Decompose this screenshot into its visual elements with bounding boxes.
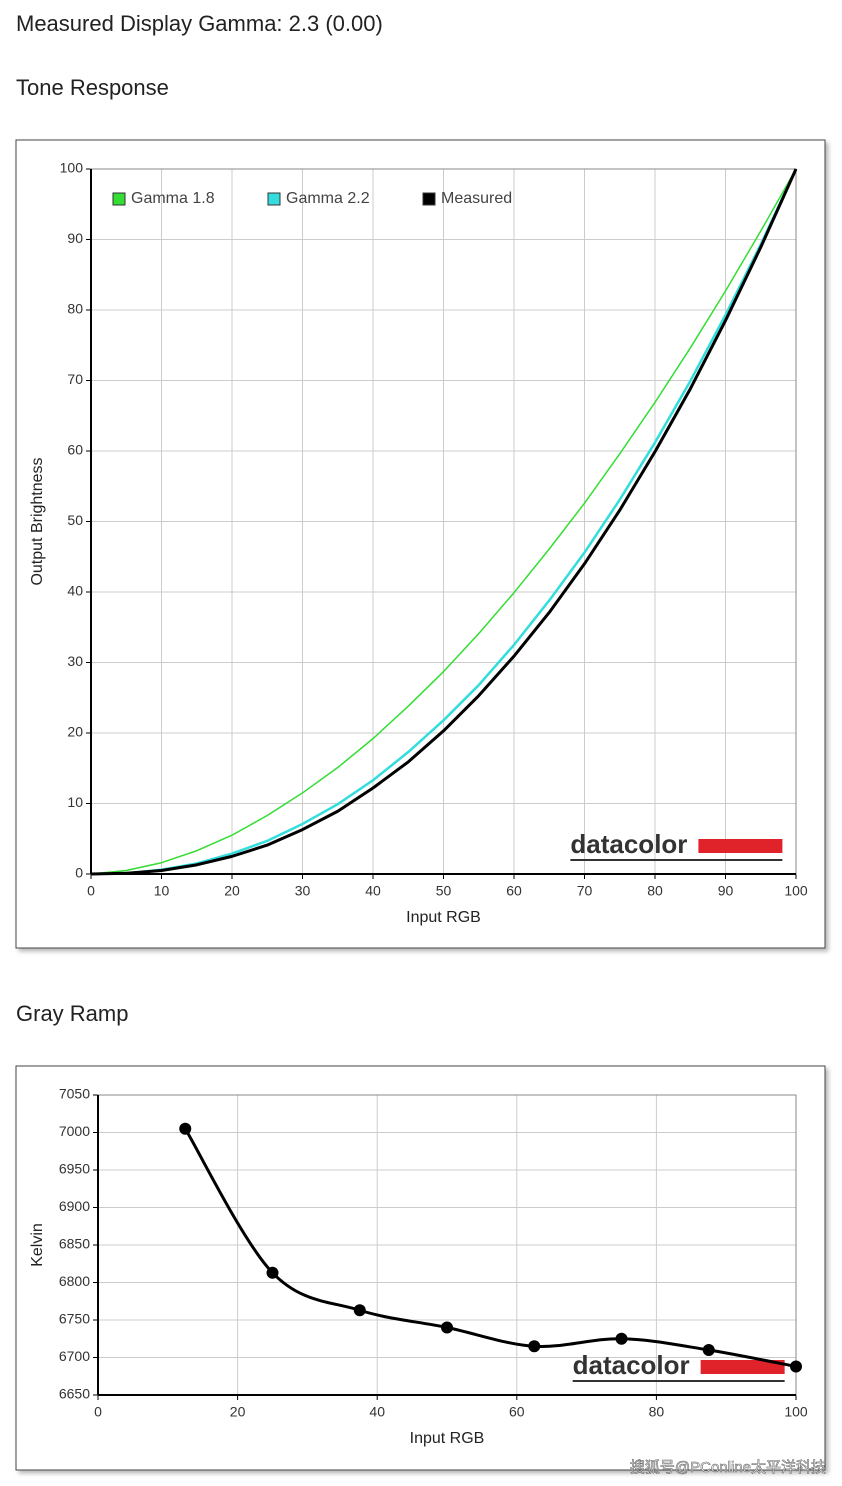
- y-tick-label: 7050: [59, 1086, 90, 1102]
- x-tick-label: 10: [154, 883, 170, 899]
- chart-title: Gray Ramp: [16, 1001, 128, 1026]
- data-point: [528, 1340, 541, 1353]
- data-point: [441, 1321, 453, 1334]
- legend-swatch: [112, 192, 126, 206]
- data-point: [790, 1360, 802, 1373]
- x-tick-label: 40: [369, 1404, 385, 1420]
- x-tick-label: 20: [230, 1404, 246, 1420]
- watermark: 搜狐号@PConline太平洋科技: [630, 1459, 826, 1476]
- data-point: [179, 1122, 192, 1135]
- y-tick-label: 0: [75, 865, 83, 881]
- series-line: [90, 168, 797, 875]
- y-tick-label: 30: [67, 653, 83, 669]
- x-tick-label: 20: [224, 883, 240, 899]
- logo-bar: [700, 1360, 785, 1374]
- x-tick-label: 90: [718, 883, 734, 899]
- page-title: Measured Display Gamma: 2.3 (0.00): [16, 11, 383, 36]
- y-tick-label: 7000: [59, 1123, 90, 1139]
- y-tick-label: 100: [60, 160, 84, 176]
- y-tick-label: 6650: [59, 1386, 90, 1402]
- y-tick-label: 40: [67, 583, 83, 599]
- y-tick-label: 80: [67, 301, 83, 317]
- y-tick-label: 90: [67, 230, 83, 246]
- x-tick-label: 60: [509, 1404, 525, 1420]
- y-tick-label: 20: [67, 724, 83, 740]
- y-tick-label: 60: [67, 442, 83, 458]
- x-axis-label: Input RGB: [410, 1430, 485, 1447]
- logo-bar: [698, 839, 783, 853]
- data-point: [266, 1266, 279, 1279]
- x-tick-label: 50: [436, 883, 452, 899]
- x-tick-label: 40: [365, 883, 381, 899]
- chart-frame: [15, 1065, 826, 1471]
- y-tick-label: 6750: [59, 1311, 90, 1327]
- chart-title: Tone Response: [16, 75, 169, 100]
- series-line: [90, 168, 798, 876]
- y-tick-label: 50: [67, 512, 83, 528]
- y-tick-label: 6850: [59, 1236, 90, 1252]
- series-line: [90, 168, 798, 876]
- legend-swatch: [422, 192, 436, 206]
- x-tick-label: 100: [784, 1404, 808, 1420]
- legend-label: Gamma 1.8: [131, 190, 215, 207]
- data-point: [615, 1332, 628, 1345]
- legend-label: Gamma 2.2: [286, 190, 370, 207]
- y-tick-label: 6800: [59, 1273, 90, 1289]
- x-tick-label: 70: [577, 883, 593, 899]
- x-tick-label: 0: [87, 883, 95, 899]
- y-tick-label: 6950: [59, 1161, 90, 1177]
- x-axis-label: Input RGB: [406, 909, 481, 926]
- x-tick-label: 80: [649, 1404, 665, 1420]
- y-axis-label: Output Brightness: [29, 457, 46, 585]
- x-tick-label: 60: [506, 883, 522, 899]
- legend-label: Measured: [441, 190, 512, 207]
- x-tick-label: 80: [647, 883, 663, 899]
- data-point: [353, 1304, 366, 1317]
- y-tick-label: 6700: [59, 1348, 90, 1364]
- logo: datacolor: [573, 1350, 690, 1380]
- logo: datacolor: [570, 829, 687, 859]
- data-point: [702, 1344, 715, 1356]
- y-tick-label: 6900: [59, 1198, 90, 1214]
- legend-swatch: [267, 192, 281, 206]
- x-tick-label: 100: [784, 883, 808, 899]
- x-tick-label: 30: [295, 883, 311, 899]
- y-axis-label: Kelvin: [29, 1223, 46, 1267]
- y-tick-label: 70: [67, 371, 83, 387]
- x-tick-label: 0: [94, 1404, 102, 1420]
- chart-frame: [15, 139, 826, 949]
- y-tick-label: 10: [67, 794, 83, 810]
